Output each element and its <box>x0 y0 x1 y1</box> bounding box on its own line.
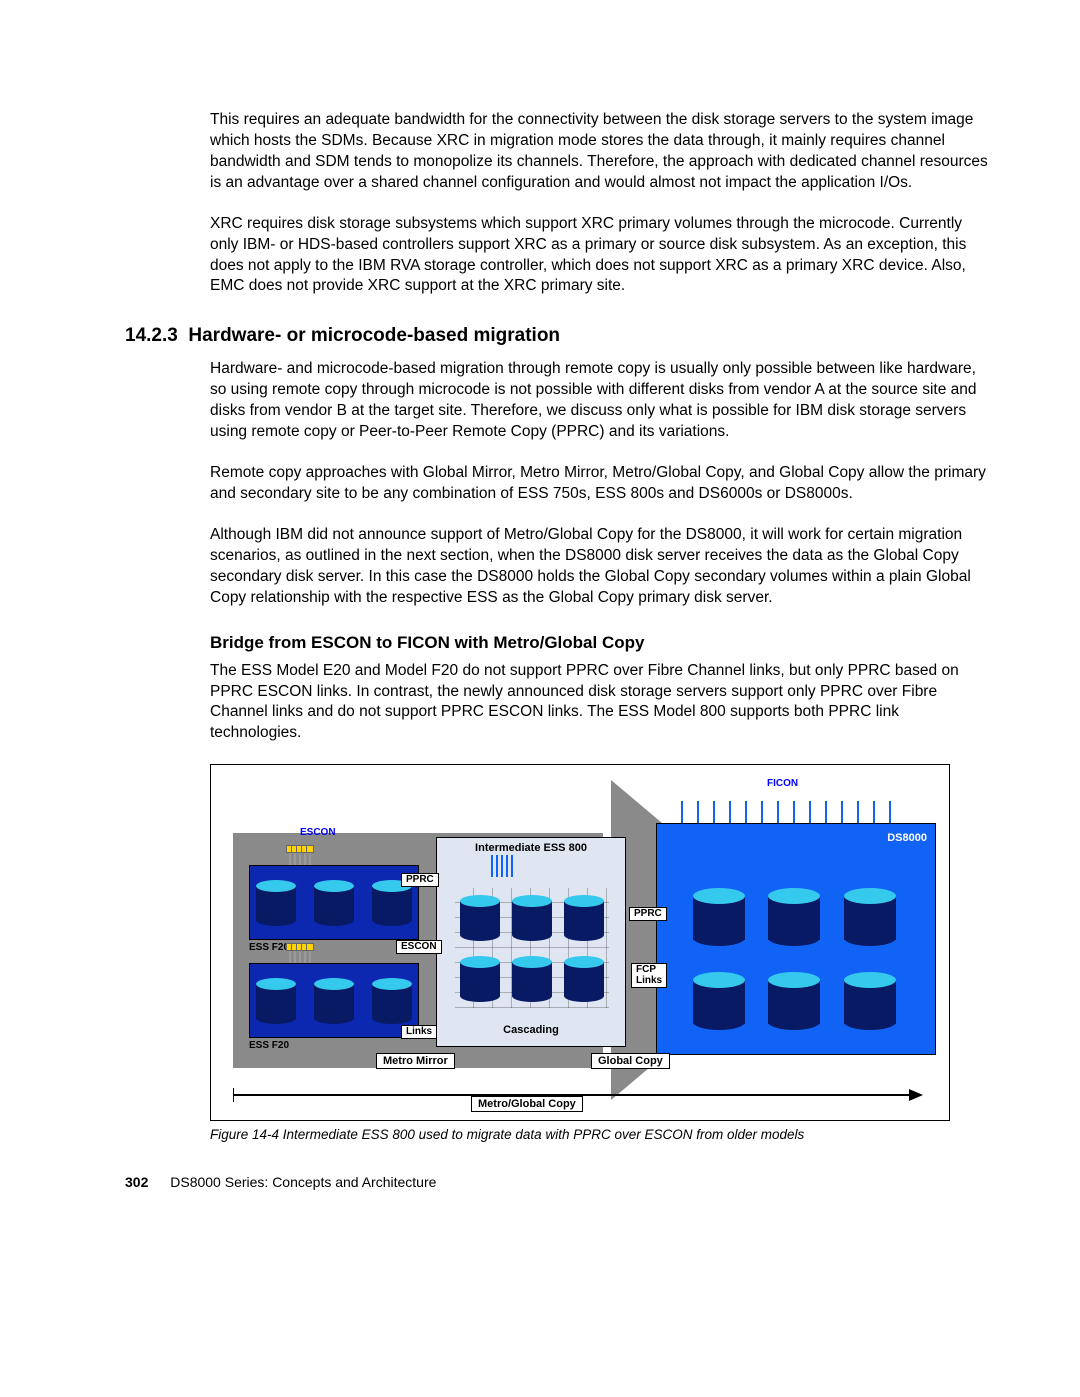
cascading-label: Cascading <box>437 1024 625 1036</box>
escon-pins-top <box>289 847 311 865</box>
ess-f20-top <box>249 865 419 940</box>
cylinder-icon <box>256 880 296 926</box>
ficon-label: FICON <box>763 778 802 790</box>
fcp-links-tag: FCP Links <box>631 963 667 988</box>
links-tag: Links <box>401 1025 437 1039</box>
cylinder-icon <box>460 956 500 1002</box>
intermediate-pins <box>491 847 513 877</box>
paragraph-6: The ESS Model E20 and Model F20 do not s… <box>125 661 990 745</box>
footer-text: DS8000 Series: Concepts and Architecture <box>170 1174 436 1190</box>
escon-pins-mid <box>289 945 311 963</box>
figure-canvas: Intermediate ESS 800 Cascading DS8000 <box>210 764 950 1121</box>
cylinder-icon <box>314 978 354 1024</box>
pprc-tag-left: PPRC <box>401 873 439 887</box>
section-heading: 14.2.3 Hardware- or microcode-based migr… <box>125 325 990 347</box>
page-footer: 302 DS8000 Series: Concepts and Architec… <box>125 1174 990 1190</box>
paragraph-1: This requires an adequate bandwidth for … <box>125 110 990 194</box>
cylinder-icon <box>564 895 604 941</box>
cylinder-icon <box>512 895 552 941</box>
paragraph-4: Remote copy approaches with Global Mirro… <box>125 463 990 505</box>
paragraph-3: Hardware- and microcode-based migration … <box>125 359 990 443</box>
pprc-tag-right: PPRC <box>629 907 667 921</box>
cylinder-icon <box>256 978 296 1024</box>
intermediate-cylinder-grid <box>455 888 609 1008</box>
cylinder-icon <box>372 978 412 1024</box>
escon-label: ESCON <box>296 827 340 839</box>
ess-f20-bottom <box>249 963 419 1038</box>
figure: Intermediate ESS 800 Cascading DS8000 <box>210 764 950 1142</box>
figure-caption: Figure 14-4 Intermediate ESS 800 used to… <box>210 1127 950 1142</box>
section-title: Hardware- or microcode-based migration <box>188 325 560 346</box>
cylinder-icon <box>693 972 745 1030</box>
metro-global-copy-label: Metro/Global Copy <box>471 1096 583 1112</box>
cylinder-icon <box>768 972 820 1030</box>
ds8000-cylinder-grid <box>687 884 902 1034</box>
cylinder-icon <box>844 888 896 946</box>
subheading: Bridge from ESCON to FICON with Metro/Gl… <box>125 633 990 653</box>
intermediate-ess-800: Intermediate ESS 800 Cascading <box>436 837 626 1047</box>
paragraph-2: XRC requires disk storage subsystems whi… <box>125 214 990 298</box>
ds8000-box: DS8000 <box>656 823 936 1055</box>
metro-mirror-label: Metro Mirror <box>376 1053 455 1069</box>
ess-f20-label-top: ESS F20 <box>249 942 289 953</box>
intermediate-title: Intermediate ESS 800 <box>437 842 625 854</box>
ds8000-label: DS8000 <box>887 832 927 844</box>
section-number: 14.2.3 <box>125 325 178 346</box>
page: This requires an adequate bandwidth for … <box>0 0 1080 1230</box>
cylinder-icon <box>693 888 745 946</box>
cylinder-icon <box>314 880 354 926</box>
cylinder-icon <box>460 895 500 941</box>
cylinder-icon <box>844 972 896 1030</box>
global-copy-label: Global Copy <box>591 1053 670 1069</box>
cylinder-icon <box>768 888 820 946</box>
cylinder-icon <box>512 956 552 1002</box>
escon-tag-side: ESCON <box>396 940 442 954</box>
cylinder-icon <box>564 956 604 1002</box>
ess-f20-label-bottom: ESS F20 <box>249 1040 289 1051</box>
paragraph-5: Although IBM did not announce support of… <box>125 525 990 609</box>
page-number: 302 <box>125 1174 148 1190</box>
ficon-pins <box>681 795 891 823</box>
